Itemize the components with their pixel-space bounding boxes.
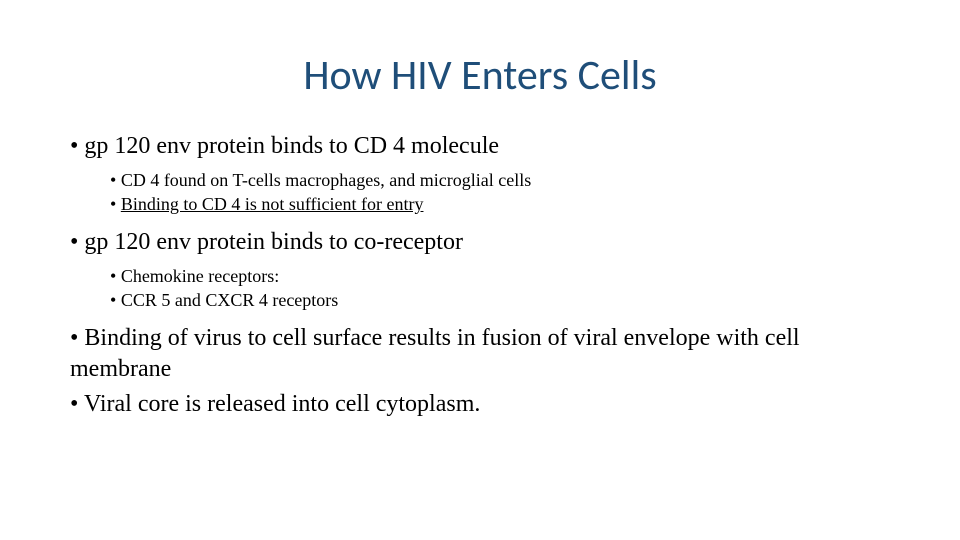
bullet-text: gp 120 env protein binds to co-receptor bbox=[84, 229, 463, 255]
list-item: Binding of virus to cell surface results… bbox=[70, 323, 900, 385]
bullet-text: Binding of virus to cell surface results… bbox=[70, 325, 800, 382]
bullet-list: gp 120 env protein binds to CD 4 molecul… bbox=[60, 131, 900, 420]
bullet-text: Chemokine receptors: bbox=[121, 266, 279, 286]
list-item: CCR 5 and CXCR 4 receptors bbox=[110, 288, 900, 312]
slide-title: How HIV Enters Cells bbox=[60, 50, 900, 101]
list-item: gp 120 env protein binds to co-receptor … bbox=[70, 227, 900, 313]
list-item: Binding to CD 4 is not sufficient for en… bbox=[110, 192, 900, 216]
list-item: Chemokine receptors: bbox=[110, 264, 900, 288]
bullet-text: Binding to CD 4 is not sufficient for en… bbox=[121, 194, 424, 214]
sub-list: CD 4 found on T-cells macrophages, and m… bbox=[70, 168, 900, 217]
bullet-text: gp 120 env protein binds to CD 4 molecul… bbox=[84, 133, 499, 159]
sub-list: Chemokine receptors: CCR 5 and CXCR 4 re… bbox=[70, 264, 900, 313]
list-item: gp 120 env protein binds to CD 4 molecul… bbox=[70, 131, 900, 217]
bullet-text: CCR 5 and CXCR 4 receptors bbox=[121, 290, 339, 310]
list-item: Viral core is released into cell cytopla… bbox=[70, 389, 900, 420]
list-item: CD 4 found on T-cells macrophages, and m… bbox=[110, 168, 900, 192]
bullet-text: CD 4 found on T-cells macrophages, and m… bbox=[121, 170, 531, 190]
slide: How HIV Enters Cells gp 120 env protein … bbox=[0, 0, 960, 540]
bullet-text: Viral core is released into cell cytopla… bbox=[84, 391, 480, 417]
